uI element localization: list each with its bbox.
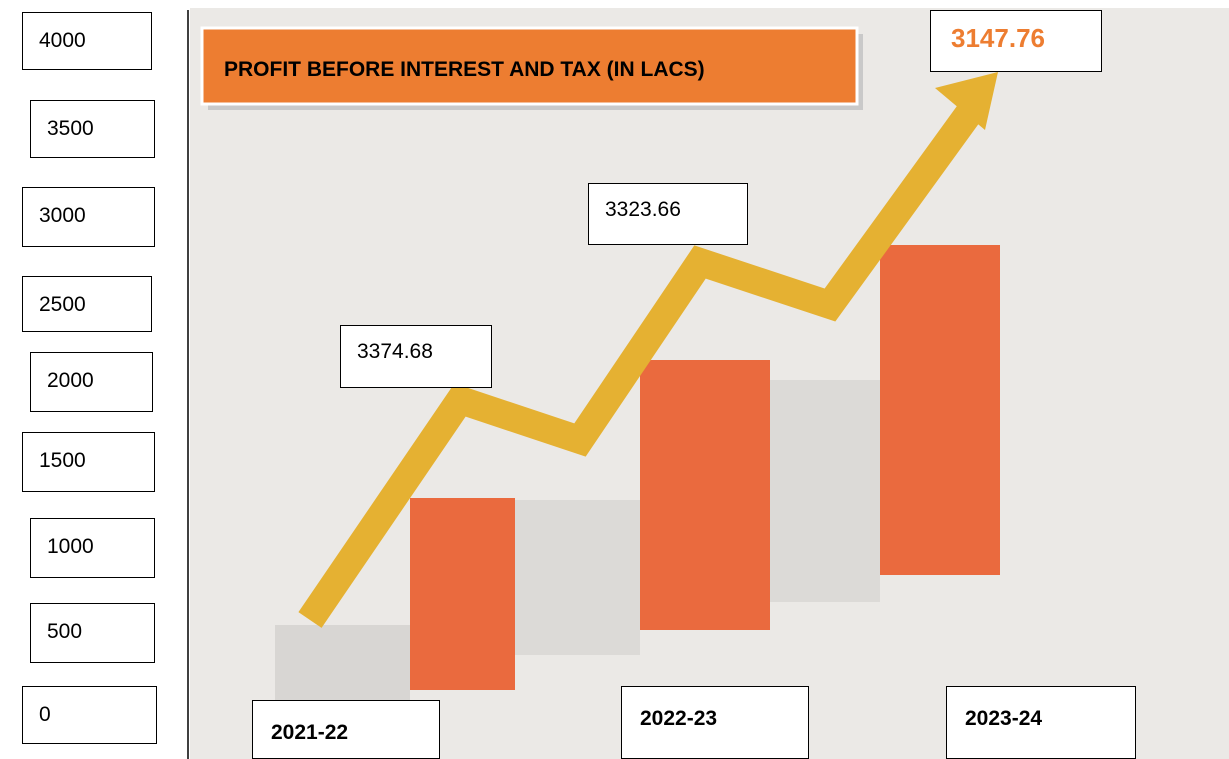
page: PROFIT BEFORE INTEREST AND TAX (IN LACS)… bbox=[0, 0, 1229, 759]
scale-label: 3500 bbox=[30, 100, 155, 158]
scale-label: 4000 bbox=[22, 12, 152, 70]
decor-bar bbox=[640, 360, 770, 630]
decor-bar bbox=[275, 625, 410, 705]
decor-bar bbox=[880, 245, 1000, 575]
title: PROFIT BEFORE INTEREST AND TAX (IN LACS) bbox=[224, 58, 705, 82]
year-label: 2021-22 bbox=[252, 700, 440, 759]
scale-label: 1500 bbox=[22, 432, 155, 492]
year-label: 2023-24 bbox=[946, 686, 1136, 759]
decor-bar bbox=[770, 380, 880, 602]
scale-label: 1000 bbox=[30, 518, 155, 578]
value-label: 3323.66 bbox=[588, 183, 748, 245]
year-label: 2022-23 bbox=[621, 686, 809, 759]
scale-label: 0 bbox=[22, 686, 157, 744]
value-label: 3147.76 bbox=[930, 10, 1102, 72]
scale-label: 500 bbox=[30, 603, 155, 663]
scale-label: 2000 bbox=[30, 352, 153, 412]
scale-label: 2500 bbox=[22, 276, 152, 332]
decor-bar bbox=[515, 500, 640, 655]
decor-bar bbox=[410, 498, 515, 690]
scale-label: 3000 bbox=[22, 187, 155, 247]
value-label: 3374.68 bbox=[340, 325, 492, 388]
decoration bbox=[0, 0, 1229, 759]
